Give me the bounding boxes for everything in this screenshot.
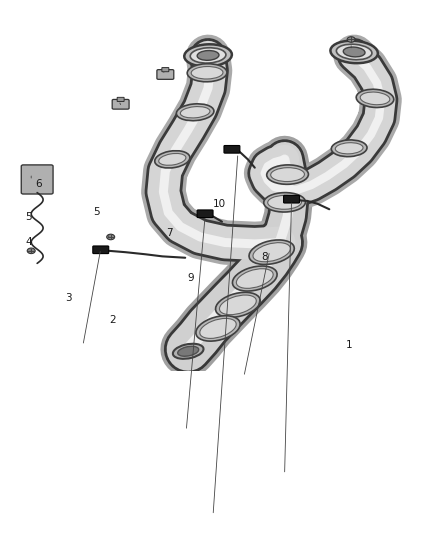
Text: 5: 5 <box>93 207 99 217</box>
FancyBboxPatch shape <box>157 70 174 79</box>
Ellipse shape <box>249 240 294 264</box>
FancyBboxPatch shape <box>224 146 240 153</box>
Text: 4: 4 <box>25 237 32 247</box>
FancyBboxPatch shape <box>112 100 129 109</box>
Ellipse shape <box>187 64 227 82</box>
Ellipse shape <box>237 269 273 288</box>
Text: 6: 6 <box>35 179 42 189</box>
Text: 9: 9 <box>187 272 194 282</box>
Ellipse shape <box>173 344 204 359</box>
FancyBboxPatch shape <box>283 196 300 203</box>
Ellipse shape <box>330 41 378 63</box>
Ellipse shape <box>191 67 223 79</box>
FancyBboxPatch shape <box>162 68 169 72</box>
Text: 7: 7 <box>166 228 172 238</box>
Ellipse shape <box>331 140 367 157</box>
Ellipse shape <box>200 318 236 338</box>
Text: 3: 3 <box>66 293 72 303</box>
Ellipse shape <box>268 196 301 209</box>
Text: 2: 2 <box>109 314 116 325</box>
Ellipse shape <box>155 151 190 168</box>
FancyBboxPatch shape <box>197 210 213 217</box>
Text: 8: 8 <box>261 252 268 262</box>
Ellipse shape <box>336 143 363 154</box>
Circle shape <box>27 248 35 254</box>
Ellipse shape <box>233 266 277 291</box>
Text: 10: 10 <box>213 199 226 209</box>
Ellipse shape <box>267 165 308 184</box>
Ellipse shape <box>196 316 240 341</box>
Ellipse shape <box>356 90 394 108</box>
FancyBboxPatch shape <box>21 165 53 194</box>
Ellipse shape <box>360 92 390 104</box>
Circle shape <box>107 234 115 240</box>
Ellipse shape <box>184 44 232 67</box>
Ellipse shape <box>197 51 219 60</box>
FancyBboxPatch shape <box>117 98 124 101</box>
Ellipse shape <box>336 44 372 60</box>
Ellipse shape <box>159 154 186 165</box>
Ellipse shape <box>264 192 305 212</box>
Ellipse shape <box>253 243 290 262</box>
Ellipse shape <box>219 295 256 314</box>
Ellipse shape <box>190 48 226 63</box>
Ellipse shape <box>180 107 210 118</box>
Ellipse shape <box>271 168 304 182</box>
FancyBboxPatch shape <box>93 246 109 254</box>
Text: 5: 5 <box>25 212 32 222</box>
Circle shape <box>347 37 355 42</box>
Text: 1: 1 <box>346 340 353 350</box>
Ellipse shape <box>177 104 214 120</box>
Ellipse shape <box>343 47 365 57</box>
Ellipse shape <box>178 346 199 356</box>
Ellipse shape <box>215 292 260 317</box>
